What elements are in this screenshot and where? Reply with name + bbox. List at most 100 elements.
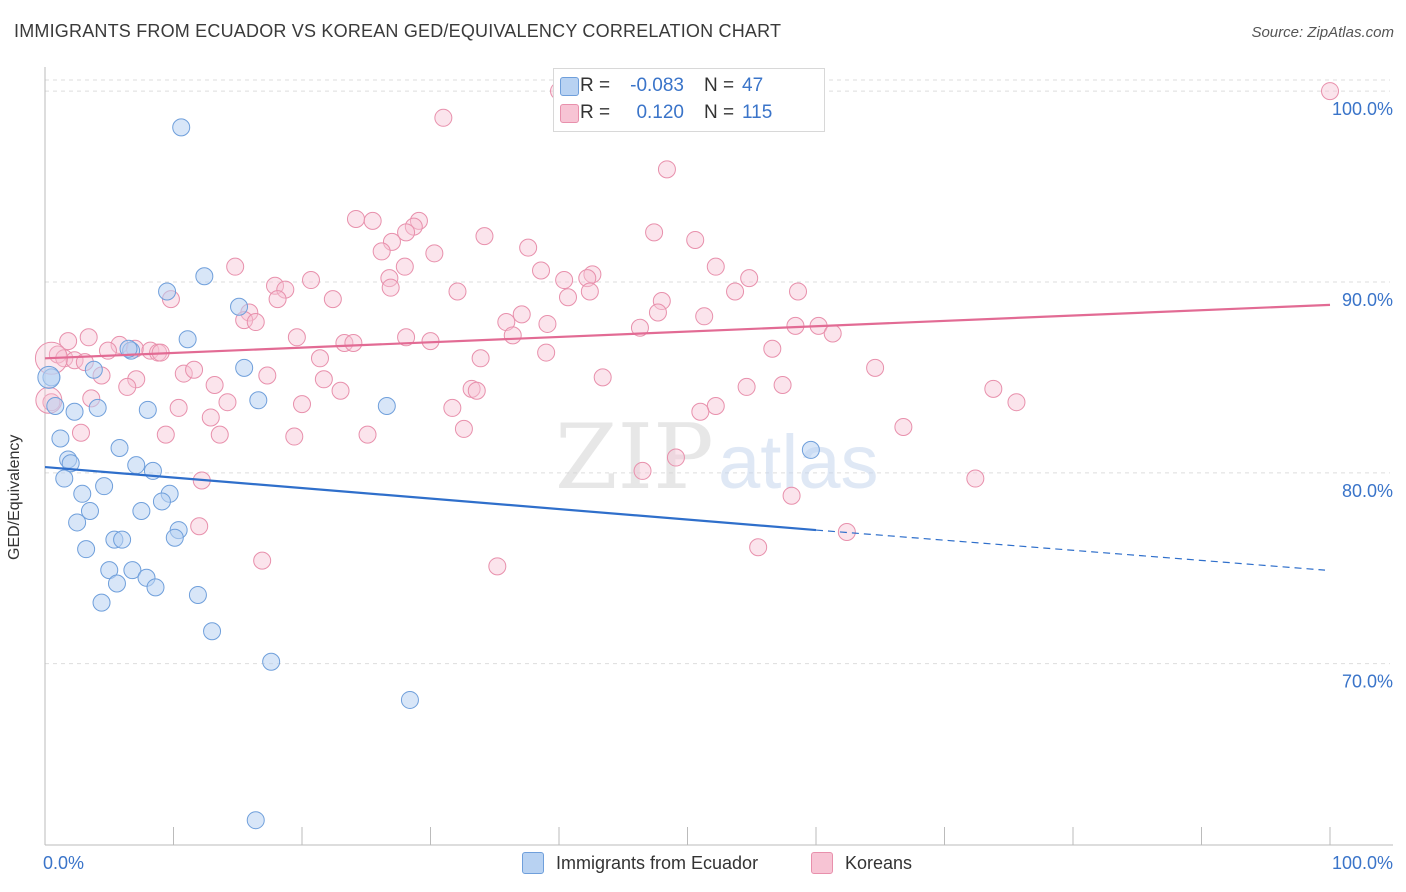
n-label: N = <box>704 102 735 123</box>
korean-point <box>706 257 725 276</box>
ecuador-point <box>377 397 396 416</box>
ecuador-point <box>113 530 132 549</box>
legend-item-korean[interactable]: Koreans <box>811 852 912 874</box>
korean-trend-line <box>44 303 1331 360</box>
x-tick-label: 0.0% <box>43 853 84 873</box>
korean-point <box>434 108 453 127</box>
korean-point <box>691 402 710 421</box>
korean-point <box>471 349 490 368</box>
korean-point <box>966 469 985 488</box>
korean-point <box>218 393 237 412</box>
korean-point <box>210 425 229 444</box>
ecuador-point <box>152 492 171 511</box>
r-value: -0.083 <box>630 75 684 96</box>
ecuador-point <box>246 811 265 830</box>
ecuador-point <box>88 398 107 417</box>
r-label: R = <box>580 102 611 123</box>
ecuador-point <box>73 484 92 503</box>
korean-point <box>344 334 363 353</box>
korean-point <box>372 242 391 261</box>
korean-point <box>314 370 333 389</box>
korean-point <box>301 271 320 290</box>
legend-row-ecuador: R = -0.083 N = 47 <box>560 74 764 98</box>
korean-point <box>823 324 842 343</box>
korean-point <box>380 269 399 288</box>
ecuador-point <box>801 440 820 459</box>
korean-point <box>268 290 287 309</box>
korean-point <box>666 448 685 467</box>
korean-point <box>118 377 137 396</box>
correlation-legend: R = -0.083 N = 47 R = 0.120 N = 115 <box>553 68 825 132</box>
r-label: R = <box>580 75 611 96</box>
korean-point <box>488 557 507 576</box>
ecuador-point <box>100 561 119 580</box>
ecuador-point <box>107 574 126 593</box>
ecuador-point <box>400 690 419 709</box>
korean-point <box>467 381 486 400</box>
korean-point <box>79 328 98 347</box>
ecuador-point <box>55 469 74 488</box>
korean-point <box>749 538 768 557</box>
korean-point <box>156 425 175 444</box>
korean-point <box>706 397 725 416</box>
korean-point <box>409 211 428 230</box>
ecuador-point <box>203 622 222 641</box>
korean-point <box>346 209 365 228</box>
korean-point <box>397 328 416 347</box>
korean-point <box>381 278 400 297</box>
ecuador-point <box>178 330 197 349</box>
korean-point <box>984 379 1003 398</box>
korean-point <box>185 360 204 379</box>
ecuador-point <box>119 339 138 358</box>
korean-point <box>789 282 808 301</box>
korean-point <box>657 160 676 179</box>
korean-point <box>593 368 612 387</box>
korean-point <box>512 305 531 324</box>
korean-point <box>782 486 801 505</box>
tick-labels: 70.0% 80.0% 90.0% 100.0% 0.0% 100.0% <box>43 99 1393 873</box>
ecuador-point <box>195 267 214 286</box>
korean-point <box>686 230 705 249</box>
korean-point <box>537 343 556 362</box>
korean-point <box>287 328 306 347</box>
korean-point <box>578 269 597 288</box>
x-tick-label: 100.0% <box>1332 853 1393 873</box>
korean-point <box>652 292 671 311</box>
korean-point <box>169 398 188 417</box>
r-value: 0.120 <box>636 102 684 123</box>
korean-point <box>580 282 599 301</box>
korean-point <box>648 303 667 322</box>
korean-point <box>190 517 209 536</box>
korean-point <box>532 261 551 280</box>
korean-point <box>1321 82 1339 101</box>
korean-point <box>226 257 245 276</box>
korean-point <box>1007 393 1026 412</box>
korean-point <box>519 238 538 257</box>
korean-point <box>894 418 913 437</box>
korean-point <box>276 280 295 299</box>
ecuador-point <box>77 540 96 559</box>
ecuador-point <box>61 454 80 473</box>
ecuador-point <box>172 118 191 137</box>
ecuador-point <box>230 297 249 316</box>
ecuador-point <box>68 513 87 532</box>
y-tick-label: 100.0% <box>1332 99 1393 119</box>
korean-point <box>726 282 745 301</box>
legend-row-korean: R = 0.120 N = 115 <box>560 101 772 125</box>
korean-point <box>395 257 414 276</box>
ecuador-point <box>249 391 268 410</box>
ecuador-point <box>127 456 146 475</box>
ecuador-point <box>138 400 157 419</box>
korean-point <box>454 419 473 438</box>
ecuador-point <box>146 578 165 597</box>
korean-point <box>205 376 224 395</box>
axes <box>44 67 1393 846</box>
legend-item-ecuador[interactable]: Immigrants from Ecuador <box>522 852 758 874</box>
korean-point <box>331 381 350 400</box>
korean-point <box>633 461 652 480</box>
ecuador-point <box>37 365 61 389</box>
ecuador-point <box>165 528 184 547</box>
ecuador-trend-extension <box>815 529 1326 571</box>
n-value: 47 <box>742 75 764 96</box>
ecuador-legend-swatch <box>522 852 544 874</box>
